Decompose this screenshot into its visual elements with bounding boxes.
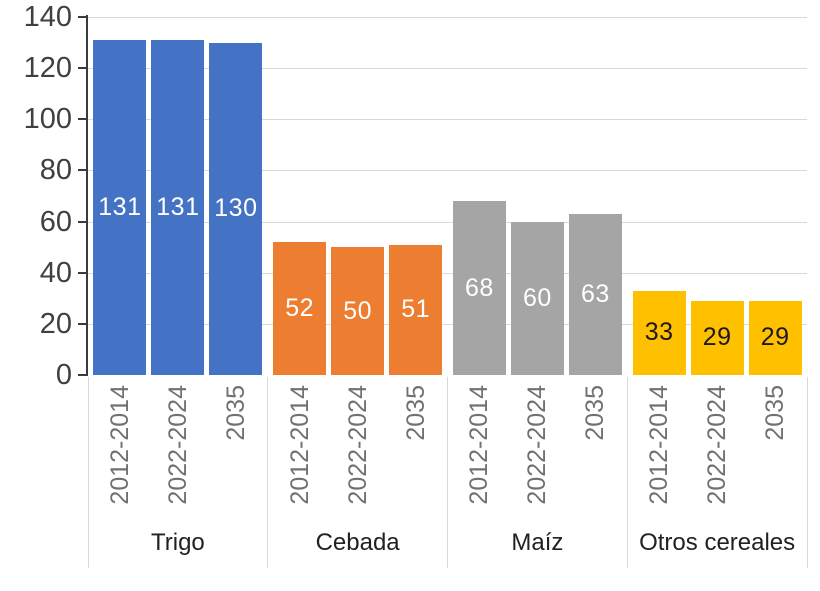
- gridline: [88, 68, 807, 70]
- bar-Cebada-2022-2024: 50: [331, 247, 385, 375]
- group-divider: [87, 377, 89, 568]
- y-axis-tick-label: 20: [39, 307, 72, 340]
- group-label-Otros cereales: Otros cereales: [639, 529, 796, 556]
- y-axis-tick-mark: [78, 322, 87, 325]
- bar-Cebada-2035: 51: [389, 244, 443, 375]
- bar-Otros cereales-2035: 29: [748, 300, 802, 375]
- bar-value-label: 131: [156, 192, 200, 221]
- group-divider: [806, 377, 808, 568]
- y-axis-tick-label: 100: [23, 103, 72, 136]
- y-axis-tick-mark: [78, 271, 87, 274]
- y-axis-tick-label: 40: [39, 256, 72, 289]
- y-axis-tick-mark: [78, 169, 87, 172]
- y-axis-tick-mark: [78, 374, 87, 376]
- bar-Trigo-2022-2024: 131: [151, 40, 205, 375]
- y-axis-tick-label: 140: [23, 1, 72, 33]
- bar-value-label: 131: [98, 192, 142, 221]
- bar-value-label: 33: [644, 318, 674, 347]
- gridline: [88, 323, 807, 325]
- bar-value-label: 60: [522, 283, 552, 312]
- y-axis-tick-label: 80: [39, 154, 72, 187]
- gridline: [88, 221, 807, 223]
- group-label-Maíz: Maíz: [511, 529, 564, 556]
- bar-value-label: 29: [702, 323, 732, 352]
- gridline: [88, 170, 807, 172]
- group-divider: [626, 377, 628, 568]
- y-axis-tick-label: 0: [55, 359, 72, 391]
- bar-Maíz-2035: 63: [568, 213, 622, 375]
- y-axis-line: [86, 15, 88, 376]
- bar-Trigo-2012-2014: 131: [93, 40, 147, 375]
- group-divider: [447, 377, 448, 568]
- bar-value-label: 51: [401, 295, 431, 324]
- bar-Trigo-2035: 130: [209, 42, 263, 375]
- gridline: [88, 119, 807, 121]
- bar-value-label: 29: [760, 323, 790, 352]
- bar-Cebada-2012-2014: 52: [273, 242, 327, 375]
- bar-Otros cereales-2012-2014: 33: [632, 290, 686, 375]
- y-axis-tick-mark: [78, 67, 87, 70]
- bar-Maíz-2012-2014: 68: [452, 201, 506, 375]
- y-axis-tick-label: 120: [23, 52, 72, 85]
- bar-Maíz-2022-2024: 60: [510, 221, 564, 375]
- gridline: [88, 272, 807, 274]
- y-axis-tick-mark: [78, 118, 87, 121]
- bar-Otros cereales-2022-2024: 29: [690, 300, 744, 375]
- bar-value-label: 68: [464, 273, 494, 302]
- group-divider: [267, 377, 269, 568]
- bar-value-label: 52: [285, 294, 315, 322]
- y-axis-tick-mark: [78, 220, 87, 223]
- bar-value-label: 50: [343, 296, 373, 325]
- y-axis-tick-label: 60: [39, 205, 72, 238]
- bar-value-label: 63: [580, 279, 610, 308]
- group-label-Trigo: Trigo: [150, 529, 205, 556]
- group-label-Cebada: Cebada: [315, 529, 400, 556]
- y-axis-tick-mark: [78, 16, 87, 18]
- bar-value-label: 130: [214, 194, 258, 223]
- gridline: [88, 17, 807, 18]
